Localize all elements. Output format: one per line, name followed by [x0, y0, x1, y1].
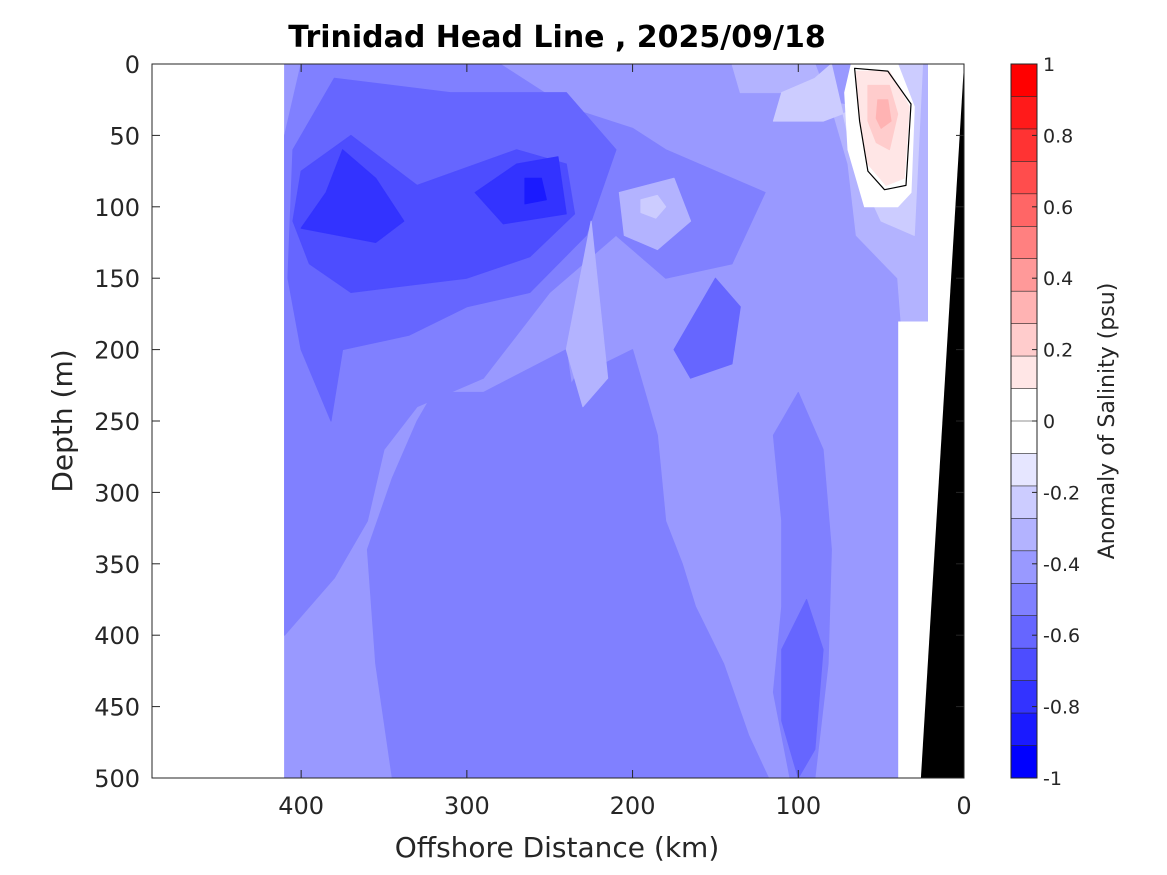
- colorbar-tick-label: -0.4: [1043, 554, 1080, 576]
- colorbar-segment: [1011, 680, 1037, 714]
- y-axis-label: Depth (m): [46, 349, 79, 492]
- zero-contour-line: [853, 67, 912, 191]
- colorbar-segment: [1011, 388, 1037, 422]
- y-tick-label: 350: [94, 551, 140, 579]
- colorbar-segment: [1011, 258, 1037, 292]
- colorbar-segment: [1011, 96, 1037, 130]
- colorbar-segment: [1011, 64, 1037, 97]
- colorbar-tick-label: 0.4: [1043, 268, 1073, 290]
- colorbar-segment: [1011, 193, 1037, 227]
- colorbar-tick-label: 0: [1043, 411, 1055, 433]
- x-tick-label: 300: [444, 792, 490, 820]
- x-tick-label: 400: [278, 792, 324, 820]
- colorbar-segment: [1011, 323, 1037, 357]
- contour-region-6: [673, 277, 741, 379]
- colorbar-segment: [1011, 128, 1037, 162]
- colorbar-tick-label: -0.8: [1043, 697, 1080, 719]
- colorbar-segment: [1011, 161, 1037, 195]
- colorbar: 1 0.8 0.6 0.4 0.2 0 -0.2 -0.4 -0.6 -0.8 -1: [1010, 54, 1080, 790]
- contour-region-7: [781, 599, 824, 778]
- x-tick-label: 0: [956, 792, 971, 820]
- colorbar-segment: [1011, 518, 1037, 552]
- y-axis: 0 50 100 150 200 250 300 350 400 450 500: [94, 51, 964, 793]
- contour-region-16: [640, 194, 667, 219]
- colorbar-segment: [1011, 713, 1037, 747]
- y-tick-label: 200: [94, 337, 140, 365]
- y-tick-label: 450: [94, 694, 140, 722]
- y-tick-label: 0: [125, 51, 140, 79]
- y-tick-label: 500: [94, 765, 140, 793]
- colorbar-segment: [1011, 550, 1037, 584]
- colorbar-segment: [1011, 648, 1037, 682]
- colorbar-tick-label: -1: [1043, 768, 1062, 790]
- colorbar-segment: [1011, 421, 1037, 454]
- colorbar-segment: [1011, 356, 1037, 390]
- chart-title: Trinidad Head Line , 2025/09/18: [288, 20, 825, 55]
- y-tick-label: 150: [94, 265, 140, 293]
- y-tick-label: 250: [94, 408, 140, 436]
- y-tick-label: 400: [94, 622, 140, 650]
- colorbar-tick-label: 0.2: [1043, 340, 1073, 362]
- colorbar-tick-label: -0.6: [1043, 625, 1080, 647]
- x-axis-label: Offshore Distance (km): [395, 831, 720, 864]
- colorbar-segment: [1011, 485, 1037, 519]
- colorbar-label: Anomaly of Salinity (psu): [1095, 283, 1120, 560]
- y-tick-label: 100: [94, 194, 140, 222]
- contour-region-10: [474, 156, 567, 225]
- y-tick-label: 50: [109, 122, 140, 150]
- contour-region-11: [524, 177, 547, 205]
- colorbar-segment: [1011, 615, 1037, 649]
- y-tick-label: 300: [94, 479, 140, 507]
- contour-region-20: [875, 99, 892, 129]
- bathymetry-shelf: [920, 64, 964, 778]
- contour-region-3: [466, 349, 769, 778]
- colorbar-segment: [1011, 745, 1037, 779]
- colorbar-segment: [1011, 453, 1037, 487]
- colorbar-segment: [1011, 583, 1037, 617]
- bathymetry-group: [920, 64, 964, 778]
- colorbar-tick-label: -0.2: [1043, 482, 1080, 504]
- contour-region-14: [565, 220, 609, 408]
- x-tick-label: 100: [775, 792, 821, 820]
- contour-regions: [284, 64, 928, 778]
- colorbar-tick-label: 0.6: [1043, 197, 1073, 219]
- contour-region-9: [300, 149, 405, 243]
- colorbar-segment: [1011, 291, 1037, 325]
- colorbar-tick-label: 0.8: [1043, 125, 1073, 147]
- x-axis: 400 300 200 100 0: [278, 64, 972, 820]
- zero-contour-group: [853, 67, 912, 191]
- x-tick-label: 200: [610, 792, 656, 820]
- colorbar-tick-label: 1: [1043, 54, 1055, 76]
- colorbar-segment: [1011, 226, 1037, 260]
